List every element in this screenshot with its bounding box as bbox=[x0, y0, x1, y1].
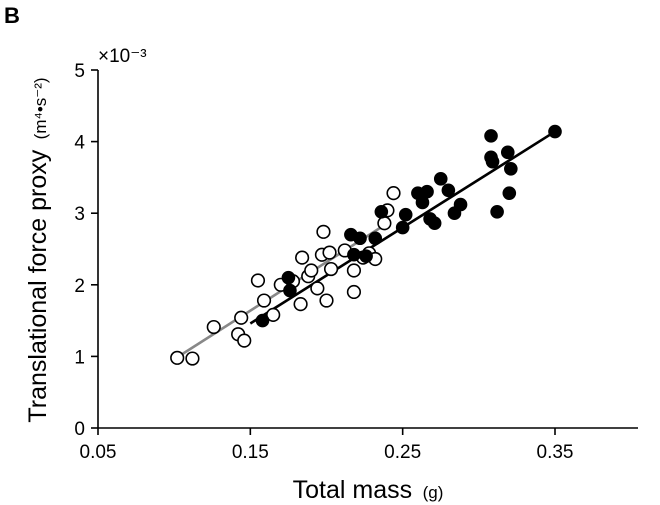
open-point bbox=[310, 281, 325, 296]
open-point bbox=[319, 293, 334, 308]
open-point bbox=[295, 250, 310, 265]
filled-point bbox=[504, 162, 518, 176]
open-point bbox=[234, 310, 249, 325]
open-point bbox=[346, 284, 362, 300]
x-axis-label: Total mass bbox=[293, 476, 412, 504]
x-tick-label: 0.05 bbox=[80, 442, 117, 463]
y-axis-title: Translational force proxy (m⁴•s⁻²) bbox=[24, 77, 52, 422]
filled-point bbox=[255, 313, 270, 328]
series-open-points bbox=[170, 186, 401, 366]
x-axis-unit: (g) bbox=[423, 483, 444, 502]
filled-point bbox=[433, 172, 448, 186]
svg-text:Translational force proxy: Translational force proxy (m⁴•s⁻²) bbox=[24, 77, 52, 422]
y-axis-label: Translational force proxy bbox=[24, 149, 52, 422]
y-tick-label: 0 bbox=[74, 419, 85, 440]
filled-point bbox=[485, 154, 500, 169]
x-ticks: 0.05 0.15 0.25 0.35 bbox=[80, 428, 574, 463]
open-point bbox=[170, 350, 185, 365]
x-tick-label: 0.35 bbox=[537, 442, 574, 463]
filled-point bbox=[441, 183, 456, 198]
filled-point bbox=[502, 186, 517, 200]
filled-point bbox=[281, 270, 296, 285]
y-axis-unit: (m⁴•s⁻²) bbox=[31, 77, 50, 139]
filled-point bbox=[420, 184, 434, 199]
open-point bbox=[185, 351, 200, 366]
open-point bbox=[206, 319, 221, 335]
filled-point bbox=[368, 231, 383, 246]
open-point bbox=[304, 263, 319, 278]
y-axis-multiplier: ×10⁻³ bbox=[98, 46, 147, 67]
filled-point bbox=[500, 145, 515, 160]
filled-point bbox=[453, 197, 468, 212]
filled-point bbox=[484, 129, 498, 143]
open-point bbox=[237, 333, 252, 348]
filled-point bbox=[283, 283, 297, 298]
open-point bbox=[256, 293, 272, 308]
filled-point bbox=[398, 207, 413, 222]
y-tick-label: 4 bbox=[74, 133, 85, 154]
panel-label: B bbox=[4, 3, 20, 28]
x-tick-label: 0.15 bbox=[232, 442, 269, 463]
x-axis-title: Total mass (g) bbox=[293, 476, 444, 504]
open-point bbox=[316, 224, 331, 239]
open-point bbox=[266, 307, 281, 322]
open-point bbox=[322, 245, 337, 260]
filled-point bbox=[490, 204, 504, 219]
open-point bbox=[250, 273, 266, 288]
filled-point bbox=[359, 249, 373, 263]
open-point bbox=[346, 263, 362, 278]
y-tick-label: 5 bbox=[74, 61, 85, 82]
y-tick-label: 2 bbox=[74, 276, 85, 297]
series-filled-points bbox=[255, 124, 562, 328]
open-point bbox=[386, 186, 401, 201]
filled-point bbox=[548, 124, 562, 139]
y-ticks: 0 1 2 3 4 5 bbox=[74, 61, 98, 440]
open-point bbox=[377, 216, 392, 231]
filled-point bbox=[374, 204, 389, 219]
open-point bbox=[323, 261, 339, 277]
open-point bbox=[293, 297, 308, 312]
filled-point bbox=[395, 220, 410, 235]
filled-point bbox=[427, 216, 442, 231]
y-tick-label: 3 bbox=[74, 204, 85, 225]
y-tick-label: 1 bbox=[74, 347, 85, 368]
x-tick-label: 0.25 bbox=[384, 442, 421, 463]
filled-point bbox=[347, 247, 361, 262]
filled-point bbox=[353, 231, 367, 246]
